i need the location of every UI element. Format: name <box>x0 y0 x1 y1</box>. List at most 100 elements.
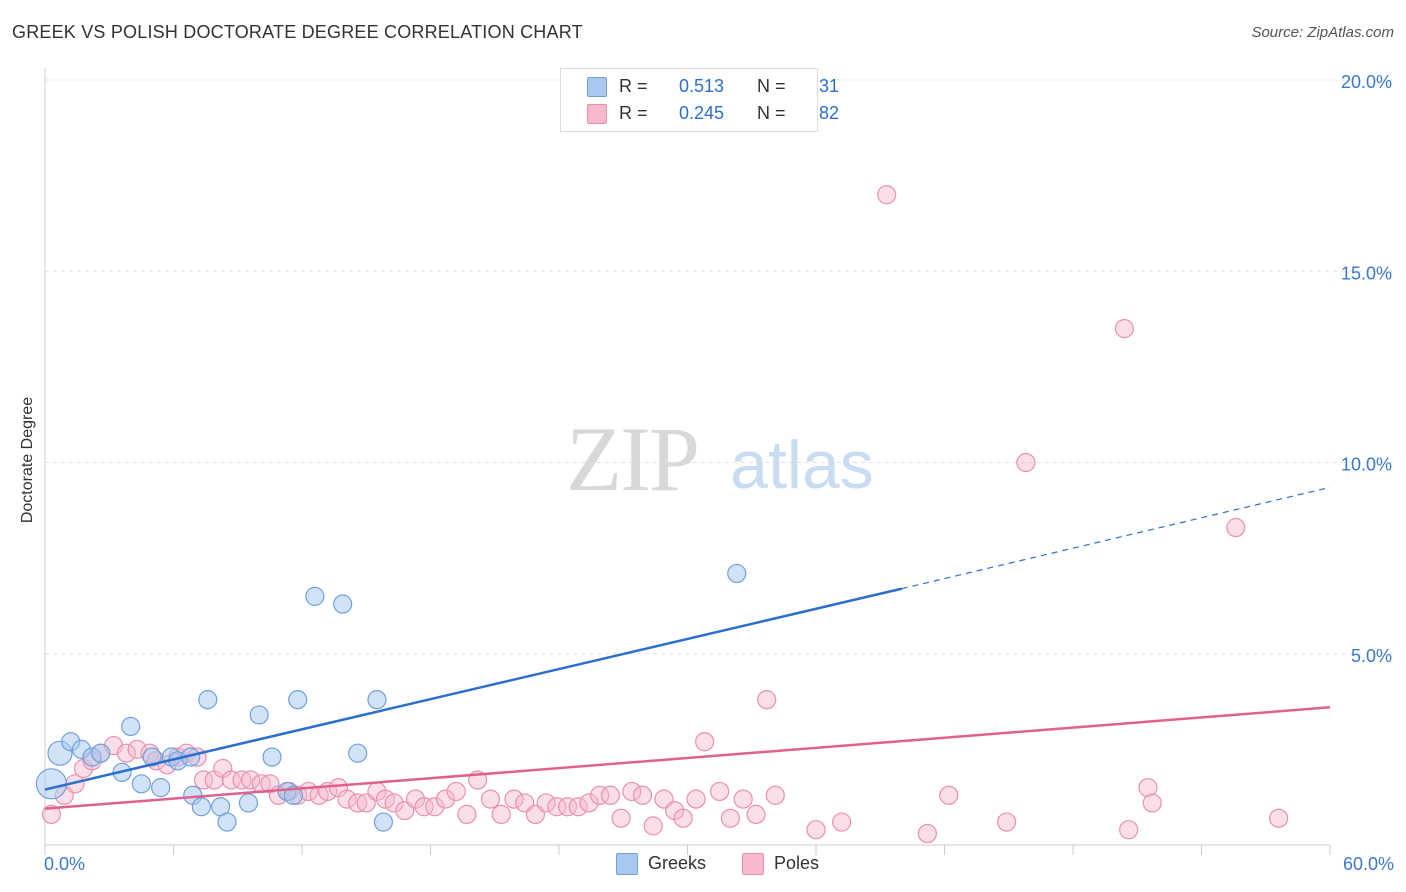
greeks-point <box>373 812 393 832</box>
greeks-point <box>191 797 211 817</box>
greeks-point <box>131 774 151 794</box>
poles-point <box>491 804 511 825</box>
poles-point <box>710 781 730 802</box>
poles-point <box>1226 517 1246 538</box>
greeks-r-value: 0.513 <box>679 76 725 96</box>
poles-point <box>1119 820 1139 840</box>
greeks-point <box>348 743 368 763</box>
greeks-point <box>142 747 162 767</box>
correlation-stats-box: R = 0.513 N = 31 R = 0.245 N = 82 <box>560 68 839 132</box>
greeks-trend-line <box>44 587 902 791</box>
legend-poles-label: Poles <box>774 853 820 873</box>
y-tick-label: 15.0% <box>1341 263 1392 283</box>
poles-point <box>643 816 663 836</box>
poles-point <box>611 808 631 828</box>
greeks-point <box>151 778 171 798</box>
poles-point <box>41 804 62 825</box>
poles-point <box>579 793 599 813</box>
source-credit: Source: ZipAtlas.com <box>1251 24 1394 41</box>
poles-point <box>1142 793 1162 813</box>
greeks-swatch <box>587 77 607 97</box>
greeks-point <box>198 690 218 710</box>
y-tick-labels: 5.0% 10.0% 15.0% 20.0% <box>1341 72 1392 666</box>
poles-point <box>686 789 706 809</box>
poles-trend-line <box>44 706 1331 810</box>
poles-n-value: 82 <box>819 103 840 123</box>
poles-point <box>127 739 147 759</box>
poles-point <box>536 793 556 813</box>
poles-point <box>733 789 753 809</box>
greeks-series <box>35 563 747 832</box>
greeks-point <box>305 586 325 606</box>
poles-point <box>221 770 241 790</box>
greeks-point <box>217 812 237 832</box>
poles-point <box>806 820 826 840</box>
poles-swatch <box>587 104 607 124</box>
gridlines <box>45 79 1392 655</box>
poles-point <box>590 785 610 805</box>
poles-point <box>504 789 524 809</box>
watermark: ZIP atlas <box>566 408 874 510</box>
greeks-trend-extension <box>901 486 1331 590</box>
x-tick-labels: 0.0% 60.0% <box>44 854 1394 874</box>
poles-point <box>832 812 852 832</box>
y-tick-label: 20.0% <box>1341 72 1392 92</box>
poles-point <box>997 812 1017 832</box>
poles-point <box>877 185 897 205</box>
poles-point <box>193 770 214 790</box>
poles-point <box>622 781 642 802</box>
poles-point <box>1016 452 1036 473</box>
axes <box>44 68 1331 855</box>
poles-point <box>414 797 434 817</box>
poles-point <box>241 770 261 790</box>
greeks-point <box>121 716 141 737</box>
x-tick-label: 60.0% <box>1343 854 1394 874</box>
poles-series <box>41 185 1289 844</box>
chart-title: GREEK VS POLISH DOCTORATE DEGREE CORRELA… <box>12 22 583 42</box>
poles-point <box>337 789 357 809</box>
y-tick-label: 5.0% <box>1351 646 1392 666</box>
greeks-point <box>249 705 269 725</box>
greeks-point <box>727 563 747 584</box>
greeks-point <box>35 768 68 800</box>
poles-point <box>757 690 777 710</box>
poles-point <box>695 732 715 752</box>
poles-point <box>939 785 959 805</box>
poles-point <box>632 785 653 805</box>
legend-poles-swatch <box>742 853 764 875</box>
poles-point <box>720 808 740 828</box>
poles-r-value: 0.245 <box>679 103 725 123</box>
poles-point <box>673 808 693 828</box>
poles-r-label: R = <box>619 103 648 123</box>
y-axis-label: Doctorate Degree <box>19 396 36 524</box>
poles-point <box>435 789 456 809</box>
poles-point <box>568 797 588 817</box>
poles-point <box>746 804 766 825</box>
poles-point <box>917 823 937 844</box>
poles-point <box>557 797 578 817</box>
y-tick-label: 10.0% <box>1341 455 1392 475</box>
poles-point <box>480 789 501 809</box>
poles-point <box>457 804 477 825</box>
greeks-n-value: 31 <box>819 76 840 96</box>
poles-point <box>1138 778 1158 798</box>
greeks-point <box>91 743 111 763</box>
poles-point <box>1268 808 1289 828</box>
greeks-point <box>333 594 353 614</box>
legend-greeks-swatch <box>616 853 638 875</box>
legend-greeks-label: Greeks <box>648 853 707 873</box>
poles-n-label: N = <box>757 103 786 123</box>
poles-point <box>1114 319 1135 339</box>
greeks-point <box>262 747 282 767</box>
watermark-atlas: atlas <box>730 427 874 503</box>
poles-point <box>384 793 404 813</box>
greeks-point <box>367 690 387 710</box>
greeks-r-label: R = <box>619 76 648 96</box>
x-tick-label: 0.0% <box>44 854 85 874</box>
greeks-point <box>238 793 259 813</box>
poles-point <box>765 785 785 805</box>
greeks-point <box>288 690 308 710</box>
poles-point <box>116 743 136 763</box>
poles-point <box>600 785 621 805</box>
